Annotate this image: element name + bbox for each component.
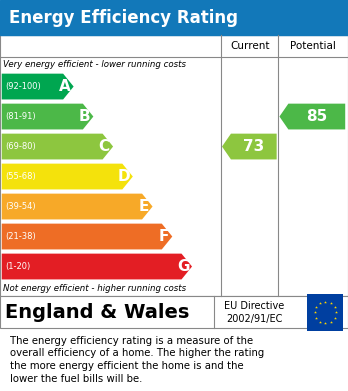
Text: E: E bbox=[139, 199, 149, 214]
Text: (55-68): (55-68) bbox=[5, 172, 36, 181]
Text: EU Directive
2002/91/EC: EU Directive 2002/91/EC bbox=[224, 301, 285, 324]
Polygon shape bbox=[2, 104, 93, 129]
Polygon shape bbox=[2, 134, 113, 160]
Text: (1-20): (1-20) bbox=[5, 262, 31, 271]
Bar bbox=[0, 35, 348, 296]
Text: G: G bbox=[177, 259, 189, 274]
Text: F: F bbox=[158, 229, 168, 244]
Text: The energy efficiency rating is a measure of the
overall efficiency of a home. T: The energy efficiency rating is a measur… bbox=[10, 335, 265, 384]
Text: Very energy efficient - lower running costs: Very energy efficient - lower running co… bbox=[3, 59, 187, 69]
Text: England & Wales: England & Wales bbox=[5, 303, 190, 322]
Text: Not energy efficient - higher running costs: Not energy efficient - higher running co… bbox=[3, 284, 187, 294]
Text: (21-38): (21-38) bbox=[5, 232, 36, 241]
Text: C: C bbox=[98, 139, 110, 154]
Polygon shape bbox=[222, 134, 277, 160]
Bar bbox=[0, 0, 348, 35]
Polygon shape bbox=[2, 254, 192, 280]
Bar bbox=[0, 296, 348, 328]
Text: (81-91): (81-91) bbox=[5, 112, 36, 121]
Text: 73: 73 bbox=[243, 139, 264, 154]
Text: (69-80): (69-80) bbox=[5, 142, 36, 151]
Text: B: B bbox=[79, 109, 90, 124]
Text: (39-54): (39-54) bbox=[5, 202, 36, 211]
Polygon shape bbox=[2, 164, 133, 189]
Text: Energy Efficiency Rating: Energy Efficiency Rating bbox=[9, 9, 238, 27]
Text: (92-100): (92-100) bbox=[5, 82, 41, 91]
Polygon shape bbox=[2, 224, 172, 249]
Polygon shape bbox=[2, 74, 74, 99]
Bar bbox=[307, 294, 343, 330]
Text: Potential: Potential bbox=[290, 41, 336, 51]
Polygon shape bbox=[2, 194, 152, 219]
Text: A: A bbox=[59, 79, 71, 94]
Text: D: D bbox=[118, 169, 130, 184]
Text: Current: Current bbox=[230, 41, 269, 51]
Polygon shape bbox=[279, 104, 345, 129]
Text: 85: 85 bbox=[306, 109, 327, 124]
